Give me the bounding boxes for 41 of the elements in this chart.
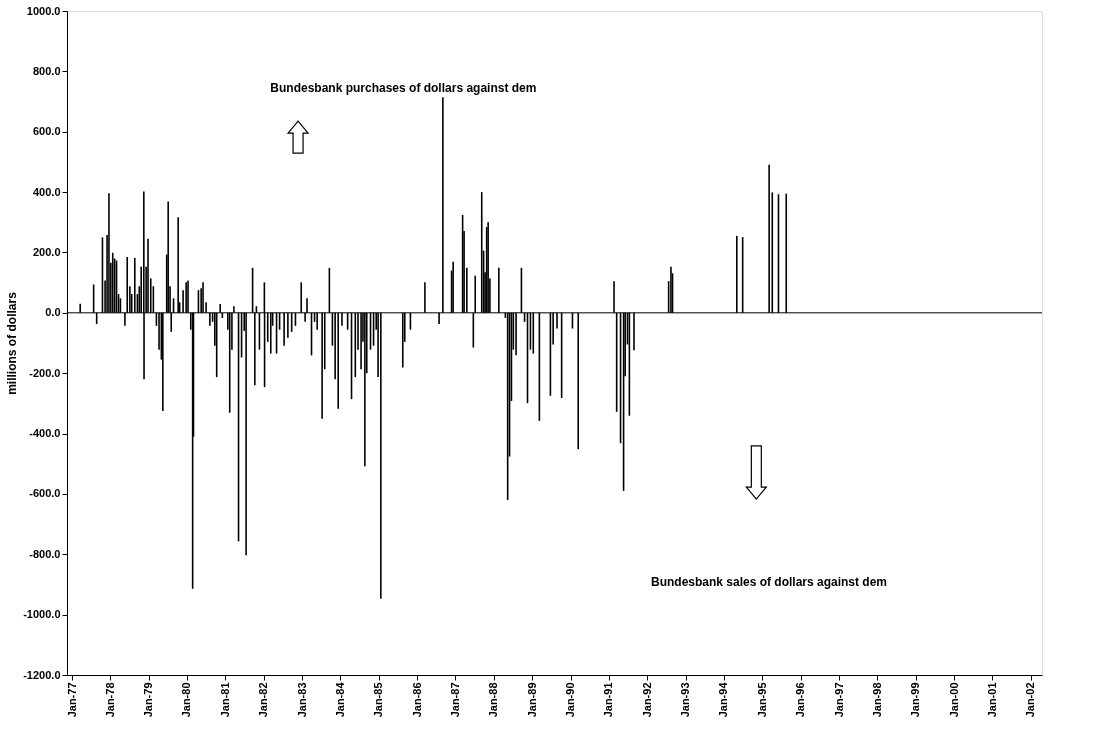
x-tick-label: Jan-94 bbox=[717, 681, 730, 718]
x-tick-label: Jan-98 bbox=[870, 682, 883, 718]
y-tick-label: -400.0 bbox=[29, 427, 61, 440]
x-tick-label: Jan-79 bbox=[142, 682, 155, 718]
x-tick-label: Jan-85 bbox=[372, 682, 385, 718]
y-tick-label: 1000.0 bbox=[26, 4, 61, 17]
y-tick-label: -1000.0 bbox=[23, 608, 61, 621]
x-tick-label: Jan-78 bbox=[103, 682, 116, 718]
x-tick-label: Jan-92 bbox=[640, 682, 653, 718]
annotation: Bundesbank purchases of dollars against dem bbox=[270, 81, 537, 96]
y-tick-label: -800.0 bbox=[29, 547, 61, 560]
y-tick-label: 400.0 bbox=[32, 185, 61, 198]
y-axis-title: millions of dollars bbox=[5, 291, 20, 395]
x-tick-label: Jan-01 bbox=[985, 682, 998, 718]
x-tick-label: Jan-81 bbox=[218, 682, 231, 718]
x-tick-label: Jan-83 bbox=[295, 682, 308, 718]
y-tick-label: -600.0 bbox=[29, 487, 61, 500]
x-tick-label: Jan-77 bbox=[65, 682, 78, 718]
x-tick-label: Jan-02 bbox=[1024, 682, 1037, 718]
y-tick-label: 0.0 bbox=[45, 306, 61, 319]
x-tick-label: Jan-89 bbox=[525, 682, 538, 718]
x-tick-label: Jan-90 bbox=[564, 682, 577, 718]
x-tick-label: Jan-96 bbox=[794, 682, 807, 718]
x-tick-label: Jan-99 bbox=[909, 682, 922, 718]
y-tick-label: 200.0 bbox=[32, 245, 61, 258]
x-tick-label: Jan-82 bbox=[257, 682, 270, 718]
x-tick-label: Jan-88 bbox=[487, 682, 500, 718]
x-tick-label: Jan-95 bbox=[755, 682, 768, 718]
x-tick-label: Jan-00 bbox=[947, 682, 960, 718]
y-tick-label: -200.0 bbox=[29, 366, 61, 379]
y-tick-label: 600.0 bbox=[32, 125, 61, 138]
annotation: Bundesbank sales of dollars against dem bbox=[650, 575, 888, 590]
x-tick-label: Jan-87 bbox=[448, 682, 461, 718]
x-tick-label: Jan-84 bbox=[333, 681, 346, 718]
x-tick-label: Jan-97 bbox=[832, 682, 845, 718]
y-tick-label: -1200.0 bbox=[23, 668, 61, 681]
x-tick-label: Jan-86 bbox=[410, 682, 423, 718]
x-tick-label: Jan-93 bbox=[679, 682, 692, 718]
x-tick-label: Jan-80 bbox=[180, 682, 193, 718]
y-tick-label: 800.0 bbox=[32, 64, 61, 77]
x-tick-label: Jan-91 bbox=[602, 682, 615, 718]
